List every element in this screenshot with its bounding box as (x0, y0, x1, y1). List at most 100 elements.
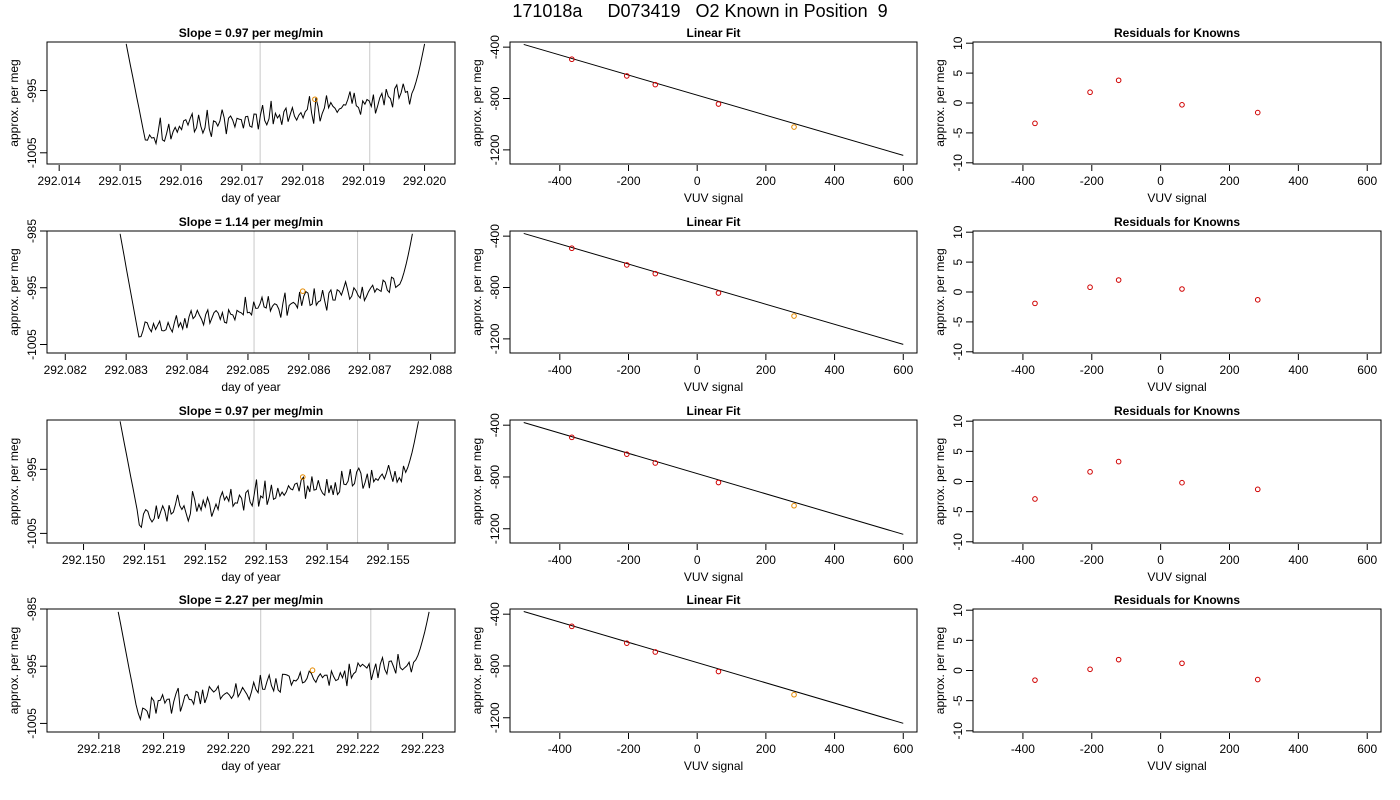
y-tick-label: 10 (951, 414, 965, 428)
residual-point (1254, 486, 1261, 493)
x-tick-label: 292.222 (336, 742, 380, 756)
x-tick-label: 0 (1157, 553, 1164, 567)
y-tick-label: 5 (951, 258, 965, 265)
panel-frame (46, 419, 456, 544)
plot-area (125, 42, 426, 164)
x-tick-label: -200 (1080, 553, 1104, 567)
panel-title: Residuals for Knowns (1114, 26, 1240, 40)
y-tick-label: -995 (25, 654, 39, 678)
panel-title: Residuals for Knowns (1114, 215, 1240, 229)
x-tick-label: -400 (1011, 174, 1035, 188)
panel-title: Linear Fit (686, 404, 740, 418)
y-tick-label: 10 (951, 36, 965, 50)
fit-point (791, 691, 797, 698)
x-tick-label: 200 (756, 742, 776, 756)
panel-trace-row-3: Slope = 0.97 per meg/min 292.150 292.151 29… (7, 404, 456, 584)
x-tick-label: -400 (548, 742, 572, 756)
x-tick-label: 292.015 (98, 174, 142, 188)
x-tick-label: -200 (616, 174, 640, 188)
y-tick-label: -10 (951, 343, 965, 361)
x-tick-label: 0 (1157, 742, 1164, 756)
x-tick-label: 292.220 (207, 742, 251, 756)
trace-line (117, 611, 430, 722)
x-tick-label: 200 (1219, 553, 1239, 567)
x-tick-label: 292.018 (281, 174, 325, 188)
x-tick-label: 400 (825, 742, 845, 756)
x-tick-label: -400 (1011, 742, 1035, 756)
fit-point (715, 668, 722, 675)
x-axis-label: day of year (221, 380, 280, 394)
x-axis-label: VUV signal (684, 191, 743, 205)
x-tick-label: -400 (548, 174, 572, 188)
trace-line (119, 233, 413, 338)
plot-area (1032, 277, 1261, 307)
x-tick-label: 400 (1288, 363, 1308, 377)
x-axis-label: VUV signal (684, 570, 743, 584)
x-axis-label: VUV signal (684, 759, 743, 773)
x-tick-label: 600 (893, 174, 913, 188)
known-marker (312, 96, 318, 103)
y-tick-label: -400 (488, 413, 502, 437)
y-tick-label: -5 (951, 316, 965, 327)
residual-point (1179, 286, 1185, 292)
fit-point (652, 460, 659, 466)
x-tick-label: 292.155 (366, 553, 410, 567)
y-tick-label: -400 (488, 35, 502, 59)
panel-frame (972, 230, 1382, 354)
x-tick-label: 0 (1157, 174, 1164, 188)
x-tick-label: -400 (548, 363, 572, 377)
x-tick-label: 600 (1357, 742, 1377, 756)
panel-residuals-row-2: Residuals for Knowns -400 -200 0 200 400 600 10… (933, 215, 1382, 394)
x-tick-label: 0 (694, 174, 701, 188)
x-tick-label: 600 (893, 363, 913, 377)
x-tick-label: 292.154 (305, 553, 349, 567)
panel-fit-row-3: Linear Fit -400 -200 0 200 400 600 -400 -800 -120… (470, 404, 918, 584)
panel-title: Linear Fit (686, 26, 740, 40)
plot-area (523, 232, 904, 345)
plot-area (1032, 458, 1261, 502)
y-tick-label: -10 (951, 154, 965, 172)
y-tick-label: -5 (951, 695, 965, 706)
fit-point (652, 649, 659, 655)
panel-title: Residuals for Knowns (1114, 593, 1240, 607)
panel-frame (509, 419, 918, 544)
y-tick-label: -1200 (488, 702, 502, 733)
residual-point (1032, 120, 1038, 127)
y-tick-label: -985 (25, 219, 39, 243)
x-tick-label: 600 (1357, 553, 1377, 567)
x-axis-label: day of year (221, 570, 280, 584)
residual-point (1087, 284, 1093, 291)
panel-trace-row-1: Slope = 0.97 per meg/min 292.014 292.015 29… (7, 26, 456, 205)
x-axis-label: VUV signal (1147, 191, 1206, 205)
x-tick-label: 600 (1357, 174, 1377, 188)
y-axis-label: approx. per meg (470, 59, 484, 146)
y-tick-label: -5 (951, 506, 965, 517)
y-tick-label: 0 (951, 667, 965, 674)
residual-point (1032, 677, 1038, 683)
trace-line (125, 43, 426, 146)
x-tick-label: 292.087 (348, 363, 392, 377)
residual-point (1179, 479, 1185, 486)
plot-area (523, 610, 904, 724)
trace-line (119, 421, 419, 529)
fit-point (715, 479, 722, 486)
y-tick-label: -1200 (488, 323, 502, 354)
panel-frame (972, 41, 1382, 165)
y-tick-label: -1005 (25, 137, 39, 168)
page-title: 171018a D073419 O2 Known in Position 9 (512, 1, 888, 21)
x-tick-label: 292.083 (104, 363, 148, 377)
fit-line (523, 610, 904, 724)
plot-area (119, 420, 419, 543)
x-tick-label: -200 (616, 553, 640, 567)
panel-title: Linear Fit (686, 215, 740, 229)
panel-frame (46, 41, 456, 165)
panel-trace-row-2: Slope = 1.14 per meg/min 292.082 292.083 29… (7, 215, 456, 394)
x-tick-label: 292.016 (159, 174, 203, 188)
x-axis-label: VUV signal (1147, 570, 1206, 584)
panel-title: Slope = 1.14 per meg/min (179, 215, 323, 229)
panel-residuals-row-3: Residuals for Knowns -400 -200 0 200 400 600 10… (933, 404, 1382, 584)
plot-area (523, 43, 904, 156)
y-tick-label: -800 (488, 465, 502, 489)
y-axis-label: approx. per meg (933, 438, 947, 525)
